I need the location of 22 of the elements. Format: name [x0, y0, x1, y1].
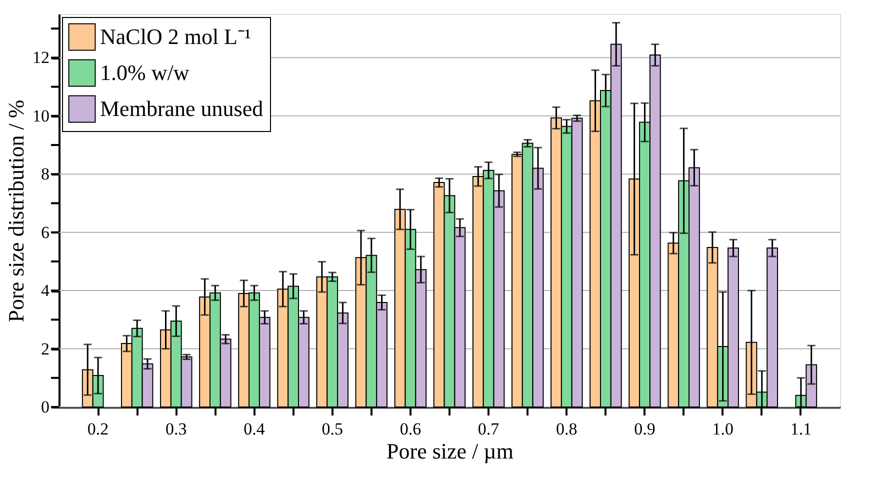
y-tick-label: 4 — [41, 281, 50, 300]
x-axis-title: Pore size / µm — [386, 438, 514, 464]
x-tick-label: 0.7 — [478, 420, 500, 438]
x-tick-label: 0.8 — [556, 420, 578, 438]
x-tick-label: 0.5 — [322, 420, 343, 438]
x-tick-label: 1.1 — [790, 420, 812, 438]
legend-label: Membrane unused — [100, 96, 264, 121]
legend-label: NaClO 2 mol L⁻¹ — [100, 24, 252, 49]
x-tick-label: 1.0 — [712, 420, 734, 438]
legend-label: 1.0% w/w — [100, 60, 190, 85]
y-tick-label: 6 — [41, 222, 50, 242]
y-tick-label: 2 — [41, 339, 50, 358]
x-tick-label: 0.9 — [634, 420, 656, 438]
x-tick-label: 0.3 — [166, 420, 187, 438]
y-tick-label: 8 — [41, 164, 50, 184]
x-tick-label: 0.4 — [244, 420, 266, 438]
x-tick-label: 0.6 — [400, 420, 422, 438]
y-tick-label: 0 — [41, 398, 50, 416]
y-tick-label: 10 — [32, 106, 50, 126]
y-tick-label: 12 — [32, 48, 50, 68]
y-axis-title: Pore size distribution / % — [4, 100, 28, 322]
x-tick-label: 0.2 — [87, 420, 109, 438]
